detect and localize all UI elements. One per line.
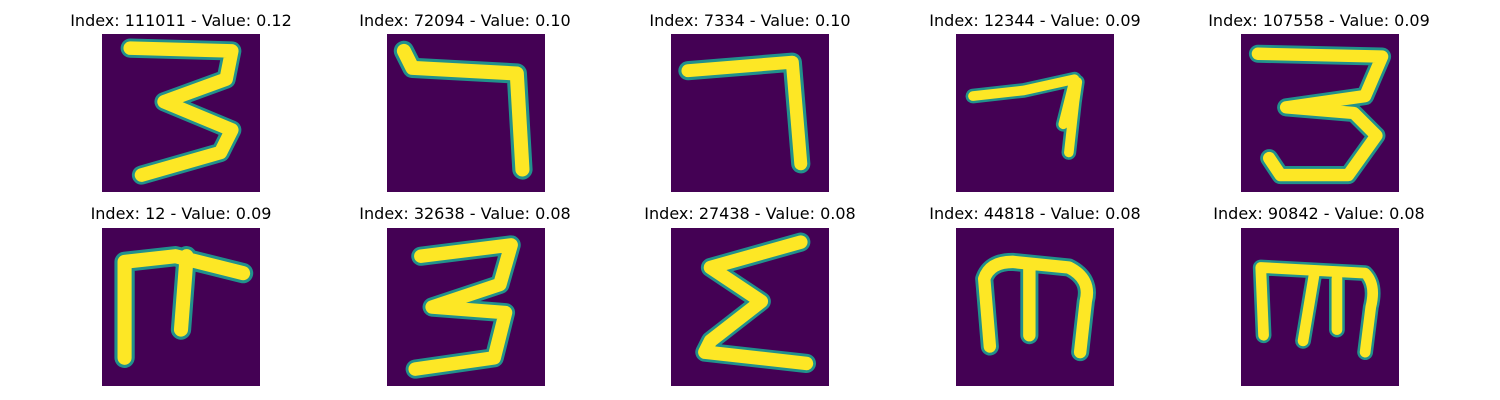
m-shape-image (956, 228, 1114, 386)
digit-image-tile (671, 34, 829, 192)
tile-title: Index: 12344 - Value: 0.09 (929, 11, 1141, 30)
sigma-image (671, 228, 829, 386)
digit-image-tile (387, 228, 545, 386)
tile-title: Index: 32638 - Value: 0.08 (359, 204, 571, 223)
tile-title: Index: 72094 - Value: 0.10 (359, 11, 571, 30)
digit-image-tile (956, 34, 1114, 192)
digit-3-image (387, 228, 545, 386)
tile-title: Index: 7334 - Value: 0.10 (649, 11, 851, 30)
tile-title: Index: 27438 - Value: 0.08 (644, 204, 856, 223)
digit-3-image (1241, 34, 1399, 192)
digit-image-tile (956, 228, 1114, 386)
m-shape-image (1241, 228, 1399, 386)
digit-7-image (671, 34, 829, 192)
digit-image-tile (1241, 228, 1399, 386)
digit-image-tile (102, 228, 260, 386)
rotated-e-image (102, 228, 260, 386)
digit-7-image (956, 34, 1114, 192)
tile-title: Index: 44818 - Value: 0.08 (929, 204, 1141, 223)
digit-7-image (387, 34, 545, 192)
tile-title: Index: 90842 - Value: 0.08 (1213, 204, 1425, 223)
digit-image-tile (102, 34, 260, 192)
tile-title: Index: 111011 - Value: 0.12 (70, 11, 292, 30)
digit-image-tile (387, 34, 545, 192)
tile-title: Index: 12 - Value: 0.09 (90, 204, 272, 223)
digit-image-tile (671, 228, 829, 386)
digit-3-image (102, 34, 260, 192)
tile-title: Index: 107558 - Value: 0.09 (1208, 11, 1430, 30)
digit-image-tile (1241, 34, 1399, 192)
